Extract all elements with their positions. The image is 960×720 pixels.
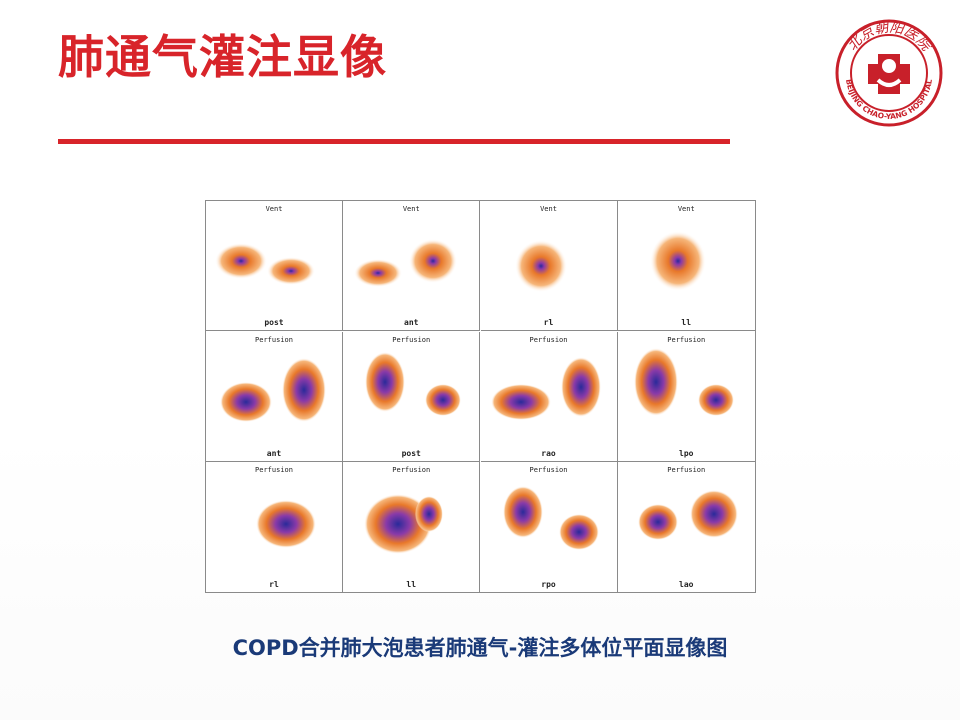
scan-type-label: Perfusion <box>255 466 293 475</box>
scan-cell: Perfusion ll <box>343 462 481 593</box>
scan-type-label: Vent <box>677 205 695 213</box>
svg-text:北京朝阳医院: 北京朝阳医院 <box>844 19 934 55</box>
scan-cell: Perfusion rao <box>480 331 618 462</box>
scan-image <box>514 240 567 292</box>
scan-image <box>365 351 462 416</box>
scan-view-label: post <box>264 318 284 327</box>
scan-image <box>215 243 315 285</box>
scan-cell: Perfusion lao <box>617 462 755 593</box>
tracer-uptake-region <box>282 357 326 422</box>
tracer-uptake-region <box>490 383 551 420</box>
tracer-uptake-region <box>637 504 678 541</box>
hospital-logo-seal-icon: 北京朝阳医院 BEIJING CHAO-YANG HOSPITAL <box>835 19 943 127</box>
tracer-uptake-region <box>697 383 734 416</box>
scan-type-label: Vent <box>540 205 557 213</box>
scan-type-label: Perfusion <box>392 335 431 344</box>
scan-image <box>502 486 599 551</box>
scan-view-label: lao <box>679 580 694 590</box>
scan-type-label: Perfusion <box>529 466 568 475</box>
scan-image <box>354 239 458 287</box>
logo-top-text: 北京朝阳医院 <box>844 19 934 55</box>
scan-view-label: lpo <box>679 448 694 458</box>
scan-cell: Vent rl <box>480 201 618 331</box>
title-underline <box>58 139 730 144</box>
scan-cell: Vent ll <box>617 201 755 331</box>
scan-view-label: ll <box>406 580 417 590</box>
scan-cell: Vent ant <box>343 201 481 331</box>
tracer-uptake-region <box>267 257 315 285</box>
scan-view-label: rl <box>543 318 554 327</box>
tracer-uptake-region <box>502 486 543 539</box>
tracer-uptake-region <box>560 356 601 417</box>
scan-type-label: Perfusion <box>529 335 568 344</box>
scan-cell: Perfusion ant <box>206 331 343 462</box>
figure-caption: COPD合并肺大泡患者肺通气-灌注多体位平面显像图 <box>232 636 728 660</box>
scan-cell: Perfusion rpo <box>480 462 618 593</box>
tracer-uptake-region <box>364 494 433 555</box>
scan-image <box>220 357 326 422</box>
scan-type-label: Perfusion <box>667 335 706 344</box>
scan-view-label: rao <box>541 448 556 458</box>
scan-view-label: post <box>401 448 421 458</box>
scan-view-label: rl <box>269 580 279 590</box>
scan-image <box>649 231 706 291</box>
tracer-uptake-region <box>365 351 406 412</box>
scan-type-label: Perfusion <box>255 335 293 344</box>
tracer-uptake-region <box>415 496 444 533</box>
scan-image <box>490 356 601 420</box>
scan-image <box>256 500 316 549</box>
scan-view-label: rpo <box>541 580 556 590</box>
hospital-logo: 北京朝阳医院 BEIJING CHAO-YANG HOSPITAL <box>834 18 944 128</box>
scan-type-label: Vent <box>402 205 420 213</box>
scan-grid: Vent post Vent ant Vent rl Vent ll Perfusion ant P… <box>206 201 755 593</box>
scan-cell: Perfusion post <box>343 331 481 462</box>
scan-cell: Perfusion lpo <box>617 331 755 462</box>
tracer-uptake-region <box>514 240 567 292</box>
scan-image-panel: Vent post Vent ant Vent rl Vent ll Perfusion ant P… <box>205 200 756 593</box>
scan-image <box>364 494 444 555</box>
tracer-uptake-region <box>215 243 267 279</box>
scan-view-label: ll <box>681 318 692 327</box>
tracer-uptake-region <box>425 383 462 416</box>
tracer-uptake-region <box>689 490 738 539</box>
scan-type-label: Vent <box>265 205 283 213</box>
scan-type-label: Perfusion <box>392 466 431 475</box>
tracer-uptake-region <box>649 231 706 291</box>
scan-image <box>633 347 734 416</box>
scan-cell: Vent post <box>206 201 343 331</box>
tracer-uptake-region <box>220 381 272 422</box>
tracer-uptake-region <box>633 347 678 416</box>
scan-view-label: ant <box>266 448 282 458</box>
tracer-uptake-region <box>409 239 458 283</box>
tracer-uptake-region <box>354 259 403 287</box>
tracer-uptake-region <box>256 500 316 549</box>
slide-title: 肺通气灌注显像 <box>58 30 387 84</box>
scan-view-label: ant <box>404 318 419 327</box>
scan-cell: Perfusion rl <box>206 462 343 593</box>
scan-type-label: Perfusion <box>667 466 706 475</box>
tracer-uptake-region <box>558 514 599 551</box>
scan-image <box>637 490 738 541</box>
